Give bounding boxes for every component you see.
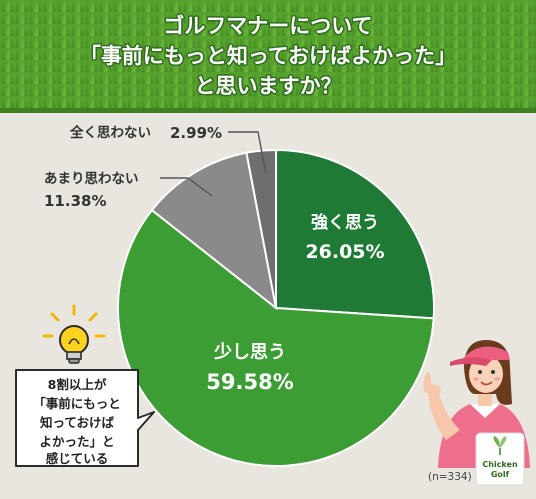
chicken-golf-logo: Chicken Golf — [475, 432, 525, 486]
callout-line-2: 「事前にもっと — [33, 396, 121, 411]
sample-size-note: (n=334) — [428, 471, 472, 483]
callout-line-1: 8割以上が — [48, 377, 107, 392]
outside-labels: 全く思わない 2.99% あまり思わない 11.38% — [44, 124, 222, 210]
grass-header — [0, 0, 536, 113]
chart-title: ゴルフマナーについて 「事前にもっと知っておけばよかった」 と思いますか？ — [78, 13, 457, 100]
label-tsuyoku-value: 26.05% — [305, 241, 384, 263]
leader-line-amari — [160, 177, 213, 197]
logo-line-2: Golf — [491, 470, 510, 479]
lightbulb-icon — [42, 304, 106, 364]
label-sukoshi-value: 59.58% — [206, 370, 293, 394]
leader-lines — [160, 131, 267, 197]
label-amari-category: あまり思わない — [44, 171, 139, 187]
label-mattaku-value: 2.99% — [170, 124, 222, 142]
slice-amari — [150, 151, 278, 311]
slice-sukoshi — [117, 208, 435, 467]
label-mattaku-category: 全く思わない — [69, 124, 151, 141]
callout-line-3: 知っておけば — [39, 415, 115, 430]
title-line-2: 「事前にもっと知っておけばよかった」 — [80, 44, 456, 68]
label-sukoshi-category: 少し思う — [213, 342, 286, 363]
callout-line-5: 感じている — [46, 451, 109, 466]
leader-line-mattaku — [228, 131, 267, 175]
label-tsuyoku-category: 強く思う — [311, 212, 379, 233]
label-amari-value: 11.38% — [44, 192, 106, 210]
callout-line-4: よかった」と — [39, 434, 114, 449]
title-line-3: と思いますか？ — [195, 74, 342, 98]
slice-tsuyoku — [275, 148, 435, 320]
leaf-icon — [493, 436, 507, 455]
callout-box: 8割以上が 「事前にもっと 知っておけば よかった」と 感じている — [15, 369, 155, 467]
logo-line-1: Chicken — [482, 460, 518, 469]
pie-chart — [117, 148, 435, 467]
title-line-1: ゴルフマナーについて — [163, 14, 372, 38]
inside-labels: 強く思う 26.05% 少し思う 59.58% — [206, 212, 384, 394]
